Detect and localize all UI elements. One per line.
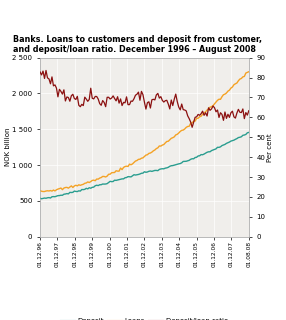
Y-axis label: Per cent: Per cent: [267, 133, 273, 162]
Legend: Deposit, Loans, Deposit/loan ratio: Deposit, Loans, Deposit/loan ratio: [58, 316, 231, 320]
Text: Banks. Loans to customers and deposit from customer,
and deposit/loan ratio. Dec: Banks. Loans to customers and deposit fr…: [13, 35, 262, 54]
Y-axis label: NOK billion: NOK billion: [5, 128, 11, 166]
